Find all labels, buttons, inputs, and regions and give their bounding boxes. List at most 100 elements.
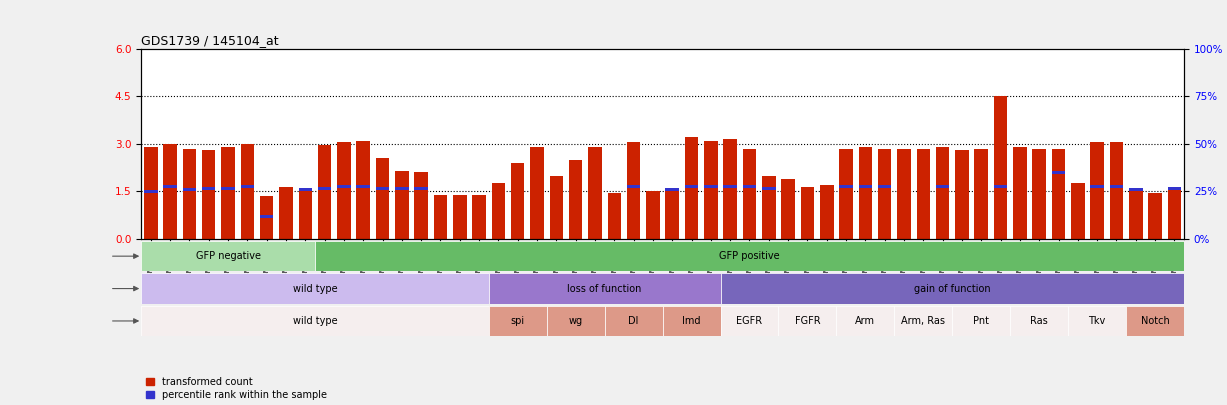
Bar [395, 171, 409, 239]
Bar [837, 306, 894, 336]
Text: EGFR: EGFR [736, 316, 762, 326]
Bar [605, 306, 663, 336]
Bar [375, 158, 389, 239]
Bar [1129, 192, 1142, 239]
Text: GFP negative: GFP negative [195, 251, 260, 261]
Text: Arm: Arm [855, 316, 875, 326]
Bar [720, 306, 778, 336]
Bar [510, 163, 524, 239]
Text: loss of function: loss of function [567, 284, 642, 294]
Bar [1129, 188, 1142, 192]
Bar [1052, 149, 1065, 239]
Bar [141, 273, 488, 304]
Bar [665, 190, 679, 239]
Bar [720, 273, 1184, 304]
Bar [897, 149, 910, 239]
Bar [724, 139, 737, 239]
Bar [839, 185, 853, 188]
Bar [663, 306, 720, 336]
Bar [936, 185, 950, 188]
Bar [742, 149, 756, 239]
Bar [492, 183, 506, 239]
Bar [1168, 188, 1182, 239]
Text: Dl: Dl [628, 316, 639, 326]
Bar [315, 241, 1184, 271]
Bar [202, 150, 216, 239]
Bar [762, 175, 775, 239]
Text: Tkv: Tkv [1088, 316, 1106, 326]
Bar [141, 306, 488, 336]
Bar [183, 149, 196, 239]
Bar [1091, 185, 1104, 188]
Bar [1148, 193, 1162, 239]
Bar [936, 147, 950, 239]
Bar [917, 149, 930, 239]
Text: Pnt: Pnt [973, 316, 989, 326]
Bar [704, 185, 718, 188]
Bar [685, 137, 698, 239]
Bar [375, 187, 389, 190]
Bar [357, 141, 371, 239]
Bar [357, 185, 371, 188]
Bar [221, 147, 234, 239]
Bar [1126, 306, 1184, 336]
Bar [260, 196, 274, 239]
Text: spi: spi [510, 316, 525, 326]
Bar [1071, 183, 1085, 239]
Bar [337, 142, 351, 239]
Bar [298, 188, 312, 192]
Bar [859, 185, 872, 188]
Bar [415, 187, 428, 190]
Bar [530, 147, 544, 239]
Text: GFP positive: GFP positive [719, 251, 780, 261]
Bar [1052, 171, 1065, 174]
Legend: transformed count, percentile rank within the sample: transformed count, percentile rank withi… [146, 377, 326, 400]
Bar [994, 96, 1007, 239]
Bar [453, 194, 466, 239]
Bar [1109, 142, 1123, 239]
Text: Arm, Ras: Arm, Ras [902, 316, 945, 326]
Text: Imd: Imd [682, 316, 701, 326]
Bar [260, 215, 274, 218]
Bar [588, 147, 601, 239]
Bar [395, 187, 409, 190]
Text: wg: wg [568, 316, 583, 326]
Bar [859, 147, 872, 239]
Bar [337, 185, 351, 188]
Bar [221, 187, 234, 190]
Bar [607, 193, 621, 239]
Bar [782, 179, 795, 239]
Bar [685, 185, 698, 188]
Bar [955, 150, 968, 239]
Bar [1010, 306, 1069, 336]
Bar [994, 185, 1007, 188]
Bar [141, 241, 315, 271]
Bar [1168, 187, 1182, 190]
Bar [550, 175, 563, 239]
Bar [742, 185, 756, 188]
Text: wild type: wild type [292, 316, 337, 326]
Bar [144, 190, 157, 193]
Bar [879, 185, 892, 188]
Bar [1109, 185, 1123, 188]
Bar [647, 192, 660, 239]
Text: Notch: Notch [1141, 316, 1169, 326]
Bar [724, 185, 737, 188]
Bar [879, 149, 892, 239]
Bar [704, 141, 718, 239]
Bar [820, 185, 833, 239]
Bar [298, 192, 312, 239]
Bar [1032, 149, 1045, 239]
Text: FGFR: FGFR [795, 316, 820, 326]
Text: GDS1739 / 145104_at: GDS1739 / 145104_at [141, 34, 279, 47]
Bar [240, 144, 254, 239]
Bar [627, 142, 640, 239]
Bar [280, 187, 293, 239]
Bar [163, 185, 177, 188]
Bar [240, 185, 254, 188]
Bar [569, 160, 583, 239]
Text: Ras: Ras [1031, 316, 1048, 326]
Bar [202, 187, 216, 190]
Bar [952, 306, 1010, 336]
Bar [627, 185, 640, 188]
